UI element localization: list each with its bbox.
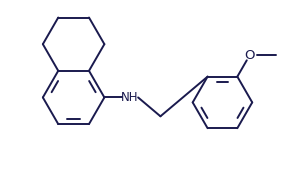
Text: O: O <box>244 49 255 62</box>
Text: NH: NH <box>121 91 138 104</box>
